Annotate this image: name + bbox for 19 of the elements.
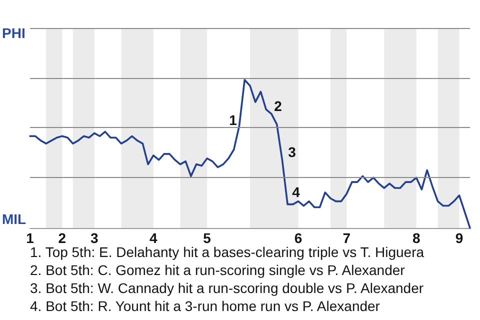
x-tick-label: 8 — [412, 230, 420, 246]
annotation: 3 — [288, 144, 296, 160]
annotation: 4 — [292, 184, 300, 200]
text: 3. Bot 5th: W. Cannady hit a run-scoring double vs P. Alexander — [30, 280, 424, 296]
text: 4. Bot 5th: R. Yount hit a 3-run home run vs P. Alexander — [30, 298, 380, 314]
annotation: 1 — [229, 112, 238, 128]
text: MIL — [2, 211, 27, 227]
text: 2. Bot 5th: C. Gomez hit a run-scoring single vs P. Alexander — [30, 262, 406, 278]
x-tick-label: 6 — [294, 230, 302, 246]
x-tick-label: 2 — [58, 230, 66, 246]
x-tick-label: 5 — [203, 230, 212, 246]
x-tick-label: 9 — [455, 230, 464, 246]
annotation: 2 — [274, 98, 282, 114]
text: 1. Top 5th: E. Delahanty hit a bases-clearing triple vs T. Higuera — [30, 244, 424, 260]
x-tick-label: 1 — [26, 230, 34, 246]
x-tick-label: 4 — [150, 230, 158, 246]
x-tick-label: 7 — [342, 230, 351, 246]
x-tick-label: 3 — [90, 230, 98, 246]
text: PHI — [2, 25, 26, 41]
